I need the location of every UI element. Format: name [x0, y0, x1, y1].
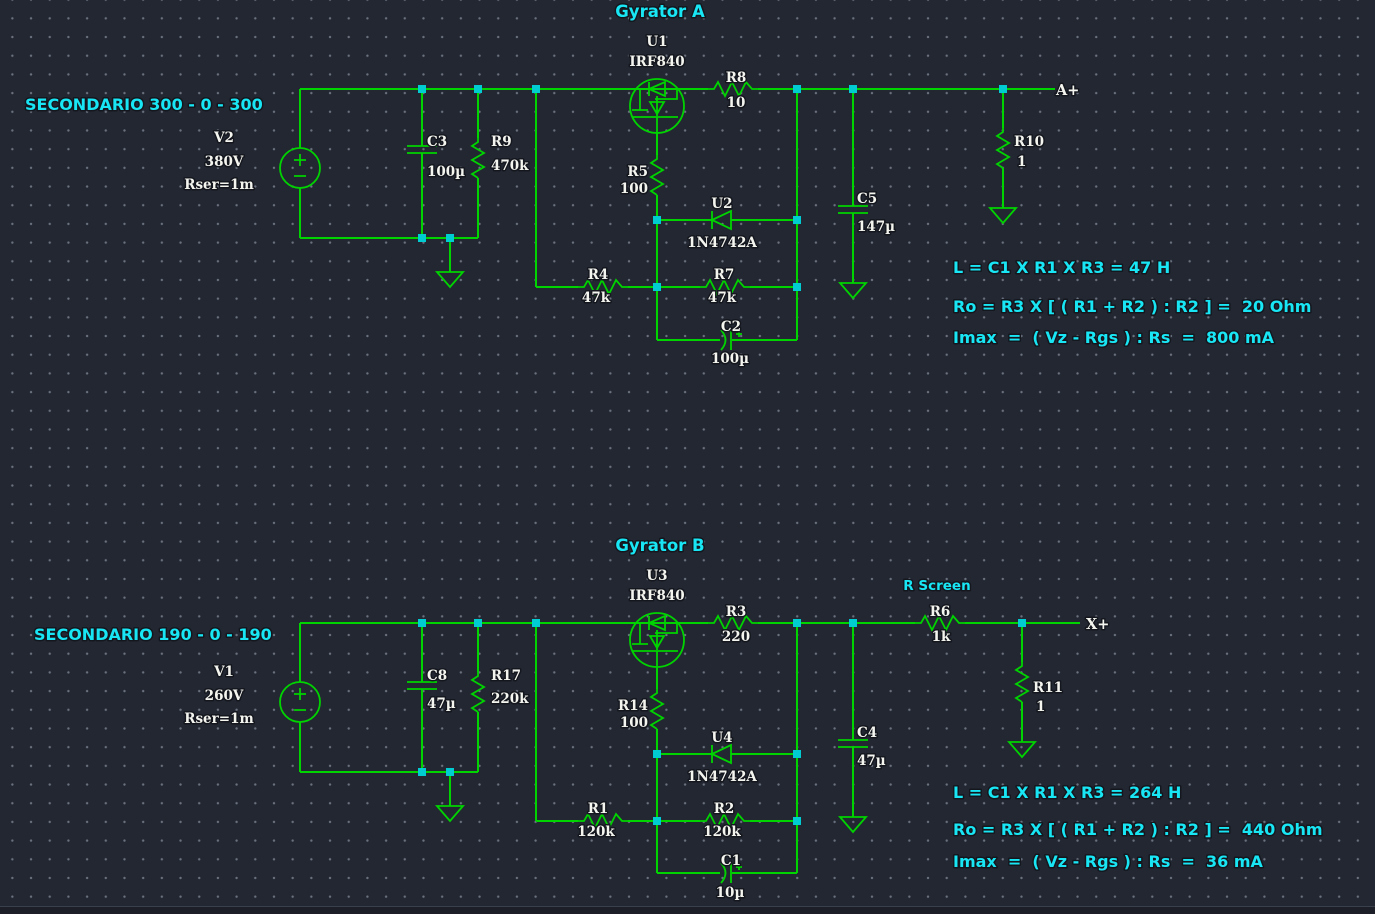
resistor-r11-value: 1: [1036, 699, 1045, 715]
resistor-r5-ref: R5: [627, 164, 648, 180]
zener-u2-part: 1N4742A: [687, 235, 757, 251]
mosfet-u1-ref: U1: [646, 34, 667, 50]
resistor-r9-ref: R9: [491, 134, 512, 150]
ground-symbol[interactable]: [839, 282, 867, 299]
screen-resistor-label: R Screen: [903, 578, 970, 594]
wires-gyrator-a: [299, 88, 1055, 341]
zener-u4-symbol[interactable]: [711, 744, 732, 764]
ground-symbol[interactable]: [989, 207, 1017, 224]
formula-inductance-a: L = C1 X R1 X R3 = 47 H: [953, 258, 1170, 277]
capacitor-c4-ref: C4: [857, 725, 877, 741]
resistor-r11-symbol[interactable]: [1015, 661, 1029, 703]
resistor-r9-symbol[interactable]: [471, 137, 485, 179]
capacitor-c2-ref: C2: [721, 319, 741, 335]
mosfet-u1-part: IRF840: [629, 54, 684, 70]
resistor-r9-value: 470k: [491, 158, 529, 174]
resistor-r3-value: 220: [722, 629, 750, 645]
capacitor-c1-value: 10µ: [716, 885, 745, 901]
source-v2-ref: V2: [213, 130, 234, 146]
mosfet-u3-symbol[interactable]: [629, 612, 685, 668]
resistor-r17-symbol[interactable]: [471, 671, 485, 713]
zener-u4-part: 1N4742A: [687, 769, 757, 785]
mosfet-u3-part: IRF840: [629, 588, 684, 604]
resistor-r3-ref: R3: [726, 604, 747, 620]
ground-symbol[interactable]: [436, 805, 464, 822]
window-bottom-edge: [0, 906, 1375, 914]
resistor-r2-ref: R2: [714, 801, 735, 817]
resistor-r6-ref: R6: [930, 604, 951, 620]
output-port-a: A+: [1055, 82, 1079, 99]
resistor-r5-value: 100: [620, 181, 648, 197]
capacitor-c8-value: 47µ: [427, 696, 456, 712]
capacitor-c2-value: 100µ: [711, 351, 749, 367]
resistor-r8-value: 10: [727, 95, 746, 111]
resistor-r17-value: 220k: [491, 691, 529, 707]
resistor-r1-ref: R1: [588, 801, 609, 817]
source-v1-ref: V1: [213, 664, 234, 680]
resistor-r4-ref: R4: [588, 267, 609, 283]
secondary-winding-label-a: SECONDARIO 300 - 0 - 300: [25, 95, 263, 114]
voltage-source-v1-symbol[interactable]: [279, 681, 321, 723]
capacitor-c5-value: 147µ: [857, 219, 895, 235]
resistor-r10-value: 1: [1017, 154, 1026, 170]
junction-nodes-a: [418, 85, 1007, 291]
formula-inductance-b: L = C1 X R1 X R3 = 264 H: [953, 783, 1181, 802]
formula-output-resistance-b: Ro = R3 X [ ( R1 + R2 ) : R2 ] = 440 Ohm: [953, 820, 1323, 839]
resistor-r2-value: 120k: [703, 824, 741, 840]
source-v1-rser: Rser=1m: [184, 711, 254, 727]
source-v2-value: 380V: [205, 154, 244, 170]
resistor-r1-value: 120k: [577, 824, 615, 840]
resistor-r4-value: 47k: [582, 290, 611, 306]
formula-max-current-a: Imax = ( Vz - Rgs ) : Rs = 800 mA: [953, 328, 1275, 347]
resistor-r14-value: 100: [620, 715, 648, 731]
circuit-b-title: Gyrator B: [615, 536, 704, 555]
capacitor-c8-ref: C8: [427, 668, 447, 684]
resistor-r8-ref: R8: [726, 70, 747, 86]
capacitor-c5-symbol[interactable]: [837, 205, 869, 214]
junction-nodes-b: [418, 619, 1026, 825]
resistor-r14-ref: R14: [618, 698, 648, 714]
ground-symbol[interactable]: [1008, 741, 1036, 758]
zener-u2-ref: U2: [711, 196, 732, 212]
capacitor-c4-value: 47µ: [857, 753, 886, 769]
capacitor-c3-value: 100µ: [427, 164, 465, 180]
formula-output-resistance-a: Ro = R3 X [ ( R1 + R2 ) : R2 ] = 20 Ohm: [953, 297, 1311, 316]
resistor-r6-value: 1k: [932, 629, 951, 645]
resistor-r11-ref: R11: [1033, 680, 1063, 696]
circuit-gyrator-a: Gyrator A SECONDARIO 300 - 0 - 300 V2 38…: [24, 1, 1313, 369]
ground-symbol[interactable]: [436, 271, 464, 288]
mosfet-u3-ref: U3: [646, 568, 667, 584]
formula-max-current-b: Imax = ( Vz - Rgs ) : Rs = 36 mA: [953, 852, 1264, 871]
resistor-r14-symbol[interactable]: [650, 688, 664, 730]
resistor-r10-ref: R10: [1014, 134, 1044, 150]
resistor-r17-ref: R17: [491, 668, 521, 684]
capacitor-c5-ref: C5: [857, 191, 877, 207]
resistor-r10-symbol[interactable]: [996, 127, 1010, 169]
capacitor-c3-ref: C3: [427, 134, 447, 150]
output-port-x: X+: [1086, 616, 1109, 633]
capacitor-c1-ref: C1: [721, 853, 741, 869]
circuit-a-title: Gyrator A: [615, 2, 705, 21]
capacitor-c4-symbol[interactable]: [837, 739, 869, 748]
ground-symbol[interactable]: [839, 816, 867, 833]
circuit-gyrator-b: Gyrator B SECONDARIO 190 - 0 - 190 R Scr…: [33, 535, 1325, 903]
wires-gyrator-b: [299, 622, 1080, 874]
voltage-source-v2-symbol[interactable]: [279, 147, 321, 189]
zener-u4-ref: U4: [711, 730, 732, 746]
source-v2-rser: Rser=1m: [184, 177, 254, 193]
zener-u2-symbol[interactable]: [711, 210, 732, 230]
resistor-r7-ref: R7: [714, 267, 735, 283]
mosfet-u1-symbol[interactable]: [629, 78, 685, 134]
resistor-r5-symbol[interactable]: [650, 154, 664, 196]
secondary-winding-label-b: SECONDARIO 190 - 0 - 190: [34, 625, 272, 644]
resistor-r7-value: 47k: [708, 290, 737, 306]
source-v1-value: 260V: [205, 688, 244, 704]
